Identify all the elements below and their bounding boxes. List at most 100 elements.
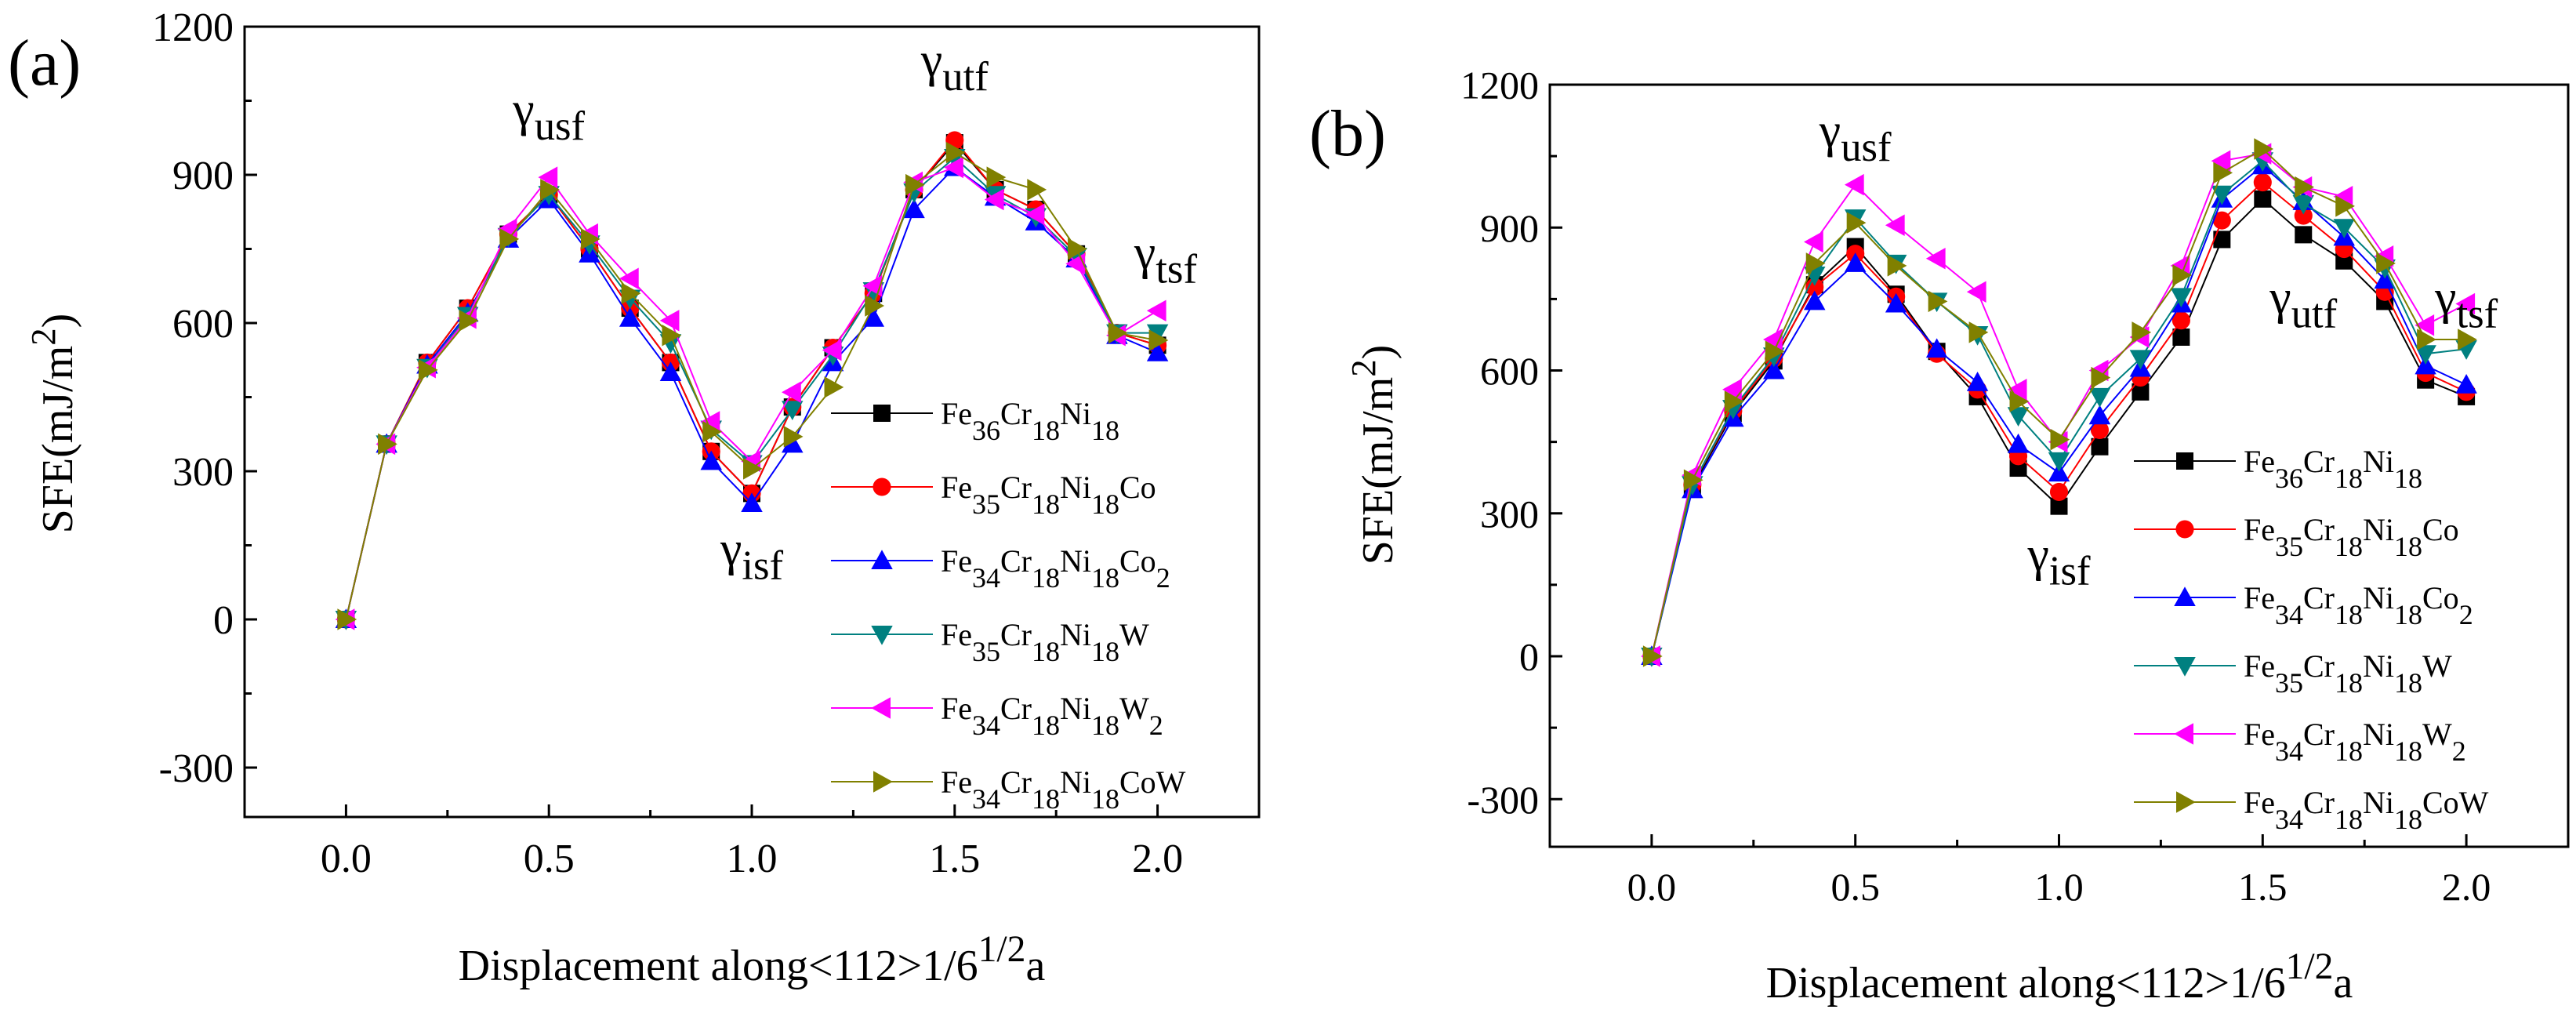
data-point bbox=[2417, 329, 2436, 350]
legend-label-text: Fe bbox=[2244, 717, 2275, 752]
legend-label-text: Fe bbox=[2244, 648, 2275, 684]
data-point bbox=[2132, 383, 2150, 401]
data-point bbox=[2091, 438, 2109, 456]
panel-label: (a) bbox=[8, 27, 81, 100]
data-point bbox=[782, 433, 804, 453]
legend-label-sub: 18 bbox=[2335, 531, 2363, 562]
legend-label-text: W bbox=[1119, 617, 1149, 652]
data-point bbox=[418, 359, 438, 381]
data-point bbox=[2007, 407, 2030, 427]
legend-label-text: Ni bbox=[1060, 691, 1091, 726]
annotation-usf: γusf bbox=[1819, 104, 1892, 170]
legend-label-text: CoW bbox=[1119, 764, 1186, 800]
data-point bbox=[2254, 138, 2274, 160]
data-point bbox=[2049, 482, 2069, 501]
data-point bbox=[1925, 247, 1946, 270]
legend-label: Fe35Cr18Ni18Co bbox=[941, 470, 1156, 520]
legend-label-sub: 18 bbox=[1091, 488, 1119, 520]
annotation-isf: γisf bbox=[2026, 528, 2091, 594]
legend-marker bbox=[871, 550, 893, 569]
y-tick-label: 900 bbox=[1480, 206, 1539, 250]
data-point bbox=[1765, 340, 1785, 362]
data-point bbox=[1763, 359, 1785, 379]
x-axis-label-main: Displacement along<112>1/6 bbox=[459, 942, 978, 990]
legend: Fe36Cr18Ni18Fe35Cr18Ni18CoFe34Cr18Ni18Co… bbox=[2134, 444, 2489, 835]
data-point bbox=[619, 267, 639, 290]
data-point bbox=[2213, 231, 2231, 249]
y-axis-label: SFE(mJ/m2) bbox=[1344, 345, 1402, 565]
legend-label-sub: 34 bbox=[2275, 735, 2303, 767]
data-point bbox=[2050, 428, 2070, 451]
legend-marker bbox=[2174, 723, 2193, 745]
legend-item: Fe34Cr18Ni18W2 bbox=[2134, 717, 2466, 767]
legend-label: Fe36Cr18Ni18 bbox=[941, 396, 1119, 446]
y-tick-label: 300 bbox=[172, 450, 234, 495]
legend-marker bbox=[2176, 452, 2193, 470]
data-point bbox=[1146, 324, 1169, 344]
data-point bbox=[580, 228, 600, 250]
panel-label: (b) bbox=[1309, 97, 1386, 170]
data-point bbox=[2292, 194, 2315, 215]
legend-label-sub: 18 bbox=[2394, 599, 2422, 630]
annotation-sub: isf bbox=[2049, 549, 2091, 594]
data-point bbox=[1887, 255, 1907, 277]
data-point bbox=[2455, 373, 2477, 394]
annotation-base: γ bbox=[2026, 528, 2048, 582]
chart-panel-a: (a) -300 0 300 600 900 1200 0.0 0.5 1.0 1.5 2.0 Disp… bbox=[8, 5, 1261, 990]
y-axis-label-main: SFE(mJ/m bbox=[34, 346, 82, 534]
legend-marker bbox=[871, 626, 893, 645]
legend-item: Fe35Cr18Ni18W bbox=[831, 617, 1149, 667]
legend-label-sub: 18 bbox=[1091, 562, 1119, 594]
legend-label-text: Fe bbox=[2244, 785, 2275, 820]
legend-marker bbox=[871, 697, 891, 719]
legend-label-sub: 35 bbox=[972, 636, 1000, 667]
data-point bbox=[2374, 269, 2396, 289]
data-point bbox=[865, 295, 885, 317]
data-point bbox=[499, 228, 520, 250]
legend-label-text: Ni bbox=[1060, 396, 1091, 431]
data-point bbox=[2211, 185, 2233, 205]
data-point bbox=[1148, 329, 1169, 351]
legend-label-sub: 18 bbox=[2335, 599, 2363, 630]
legend-label: Fe34Cr18Ni18CoW bbox=[2244, 785, 2489, 835]
legend-label-text: Fe bbox=[941, 691, 972, 726]
data-point bbox=[2295, 226, 2313, 244]
legend-label-text: Cr bbox=[1000, 764, 1032, 800]
data-point bbox=[2170, 288, 2193, 308]
legend-label-sub: 18 bbox=[1091, 636, 1119, 667]
x-axis-label-main: Displacement along<112>1/6 bbox=[1766, 959, 2286, 1008]
legend-label-text: Ni bbox=[2363, 444, 2394, 479]
legend-label-text: Co bbox=[2422, 580, 2459, 615]
data-point bbox=[1966, 281, 1986, 303]
legend-label-sub: 36 bbox=[2275, 463, 2303, 494]
legend-label-text: W bbox=[2422, 717, 2452, 752]
data-point bbox=[2458, 329, 2477, 350]
annotation-base: γ bbox=[1819, 104, 1841, 158]
data-point bbox=[538, 166, 558, 188]
legend-label-text: Fe bbox=[2244, 512, 2275, 547]
y-tick-label: 0 bbox=[213, 598, 234, 643]
legend-label-sub: 35 bbox=[972, 488, 1000, 520]
legend-label-text: Cr bbox=[2303, 717, 2335, 752]
annotation-sub: usf bbox=[1841, 125, 1892, 170]
data-point bbox=[824, 376, 844, 398]
annotation-sub: utf bbox=[2291, 292, 2338, 337]
legend-label-sub: 18 bbox=[2335, 735, 2363, 767]
y-axis-label-main: SFE(mJ/m bbox=[1354, 377, 1402, 565]
data-point bbox=[621, 282, 641, 304]
legend-label-text: Ni bbox=[1060, 764, 1091, 800]
legend-item: Fe35Cr18Ni18Co bbox=[2134, 512, 2459, 562]
x-tick-label: 2.0 bbox=[2442, 865, 2491, 909]
annotation-base: γ bbox=[2434, 271, 2456, 325]
data-point bbox=[2333, 219, 2355, 238]
legend-label-sub: 34 bbox=[2275, 599, 2303, 630]
data-point bbox=[984, 188, 1004, 211]
legend-label: Fe35Cr18Ni18Co bbox=[2244, 512, 2459, 562]
data-point bbox=[662, 325, 682, 347]
data-point bbox=[2212, 211, 2231, 230]
data-point bbox=[378, 433, 397, 456]
legend-label-text: Ni bbox=[2363, 580, 2394, 615]
x-tick-label: 0.5 bbox=[524, 837, 575, 881]
legend-label-sub: 18 bbox=[2335, 463, 2363, 494]
